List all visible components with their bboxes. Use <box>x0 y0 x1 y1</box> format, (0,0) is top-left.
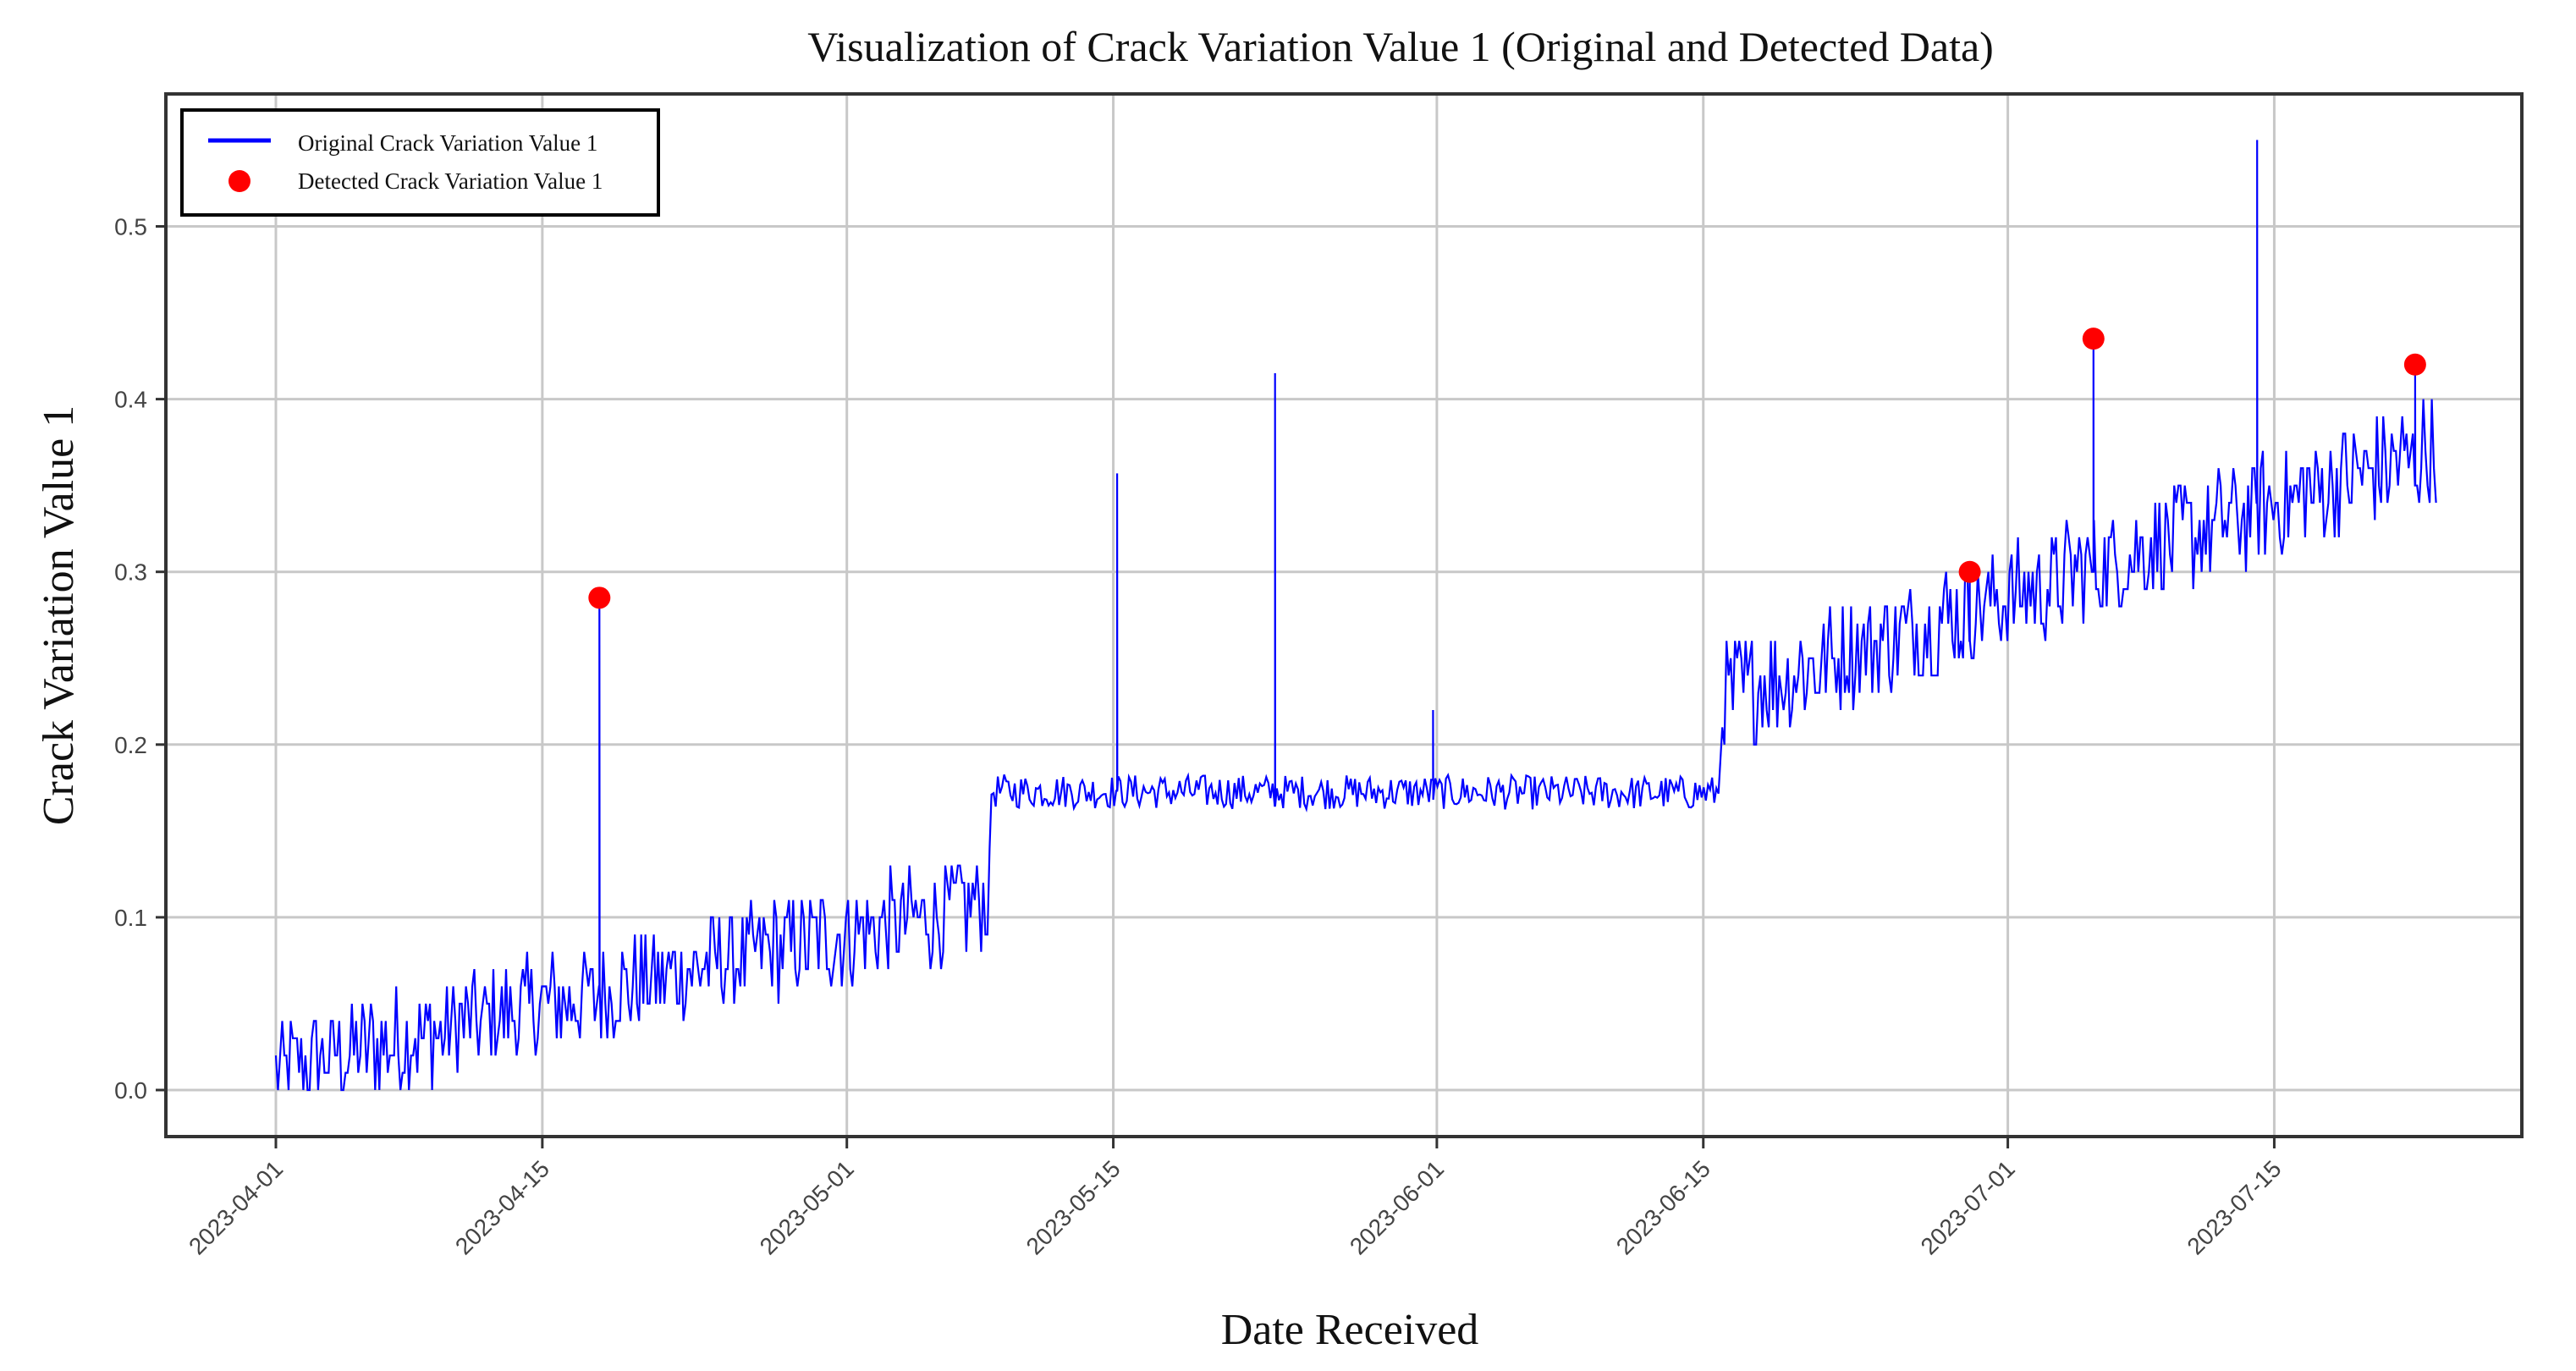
x-tick-label: 2023-06-15 <box>1611 1155 1715 1259</box>
y-tick-label: 0.2 <box>114 732 147 758</box>
series-layer <box>274 140 2437 1092</box>
y-axis-label: Crack Variation Value 1 <box>35 405 83 825</box>
detected-point <box>1958 560 1981 583</box>
x-tick-label: 2023-05-01 <box>755 1155 859 1259</box>
series-line-original <box>274 140 2437 1092</box>
legend-label-detected: Detected Crack Variation Value 1 <box>298 168 603 194</box>
x-tick-label: 2023-04-15 <box>450 1155 554 1259</box>
detected-point <box>2403 353 2426 376</box>
y-tick-label: 0.4 <box>114 387 147 413</box>
x-tick-label: 2023-04-01 <box>184 1155 288 1259</box>
y-tick-label: 0.0 <box>114 1077 147 1104</box>
legend: Original Crack Variation Value 1 Detecte… <box>180 108 660 217</box>
x-tick-label: 2023-07-15 <box>2182 1155 2286 1259</box>
grid <box>166 94 2522 1137</box>
x-tick-label: 2023-07-01 <box>1916 1155 2020 1259</box>
x-tick-label: 2023-05-15 <box>1021 1155 1126 1259</box>
legend-dot-swatch <box>228 170 250 192</box>
detected-point <box>2082 328 2105 350</box>
y-tick-label: 0.1 <box>114 905 147 931</box>
legend-label-original: Original Crack Variation Value 1 <box>298 130 597 156</box>
detected-point <box>588 586 611 609</box>
ticks: 2023-04-01 2023-04-15 2023-05-01 2023-05-15… <box>114 214 2287 1260</box>
legend-box <box>180 108 660 217</box>
chart-title: Visualization of Crack Variation Value 1… <box>807 23 1994 70</box>
y-tick-label: 0.5 <box>114 214 147 240</box>
x-axis-label: Date Received <box>1221 1306 1479 1354</box>
y-tick-label: 0.3 <box>114 559 147 586</box>
x-tick-label: 2023-06-01 <box>1345 1155 1449 1259</box>
plot-frame <box>164 92 2524 1138</box>
